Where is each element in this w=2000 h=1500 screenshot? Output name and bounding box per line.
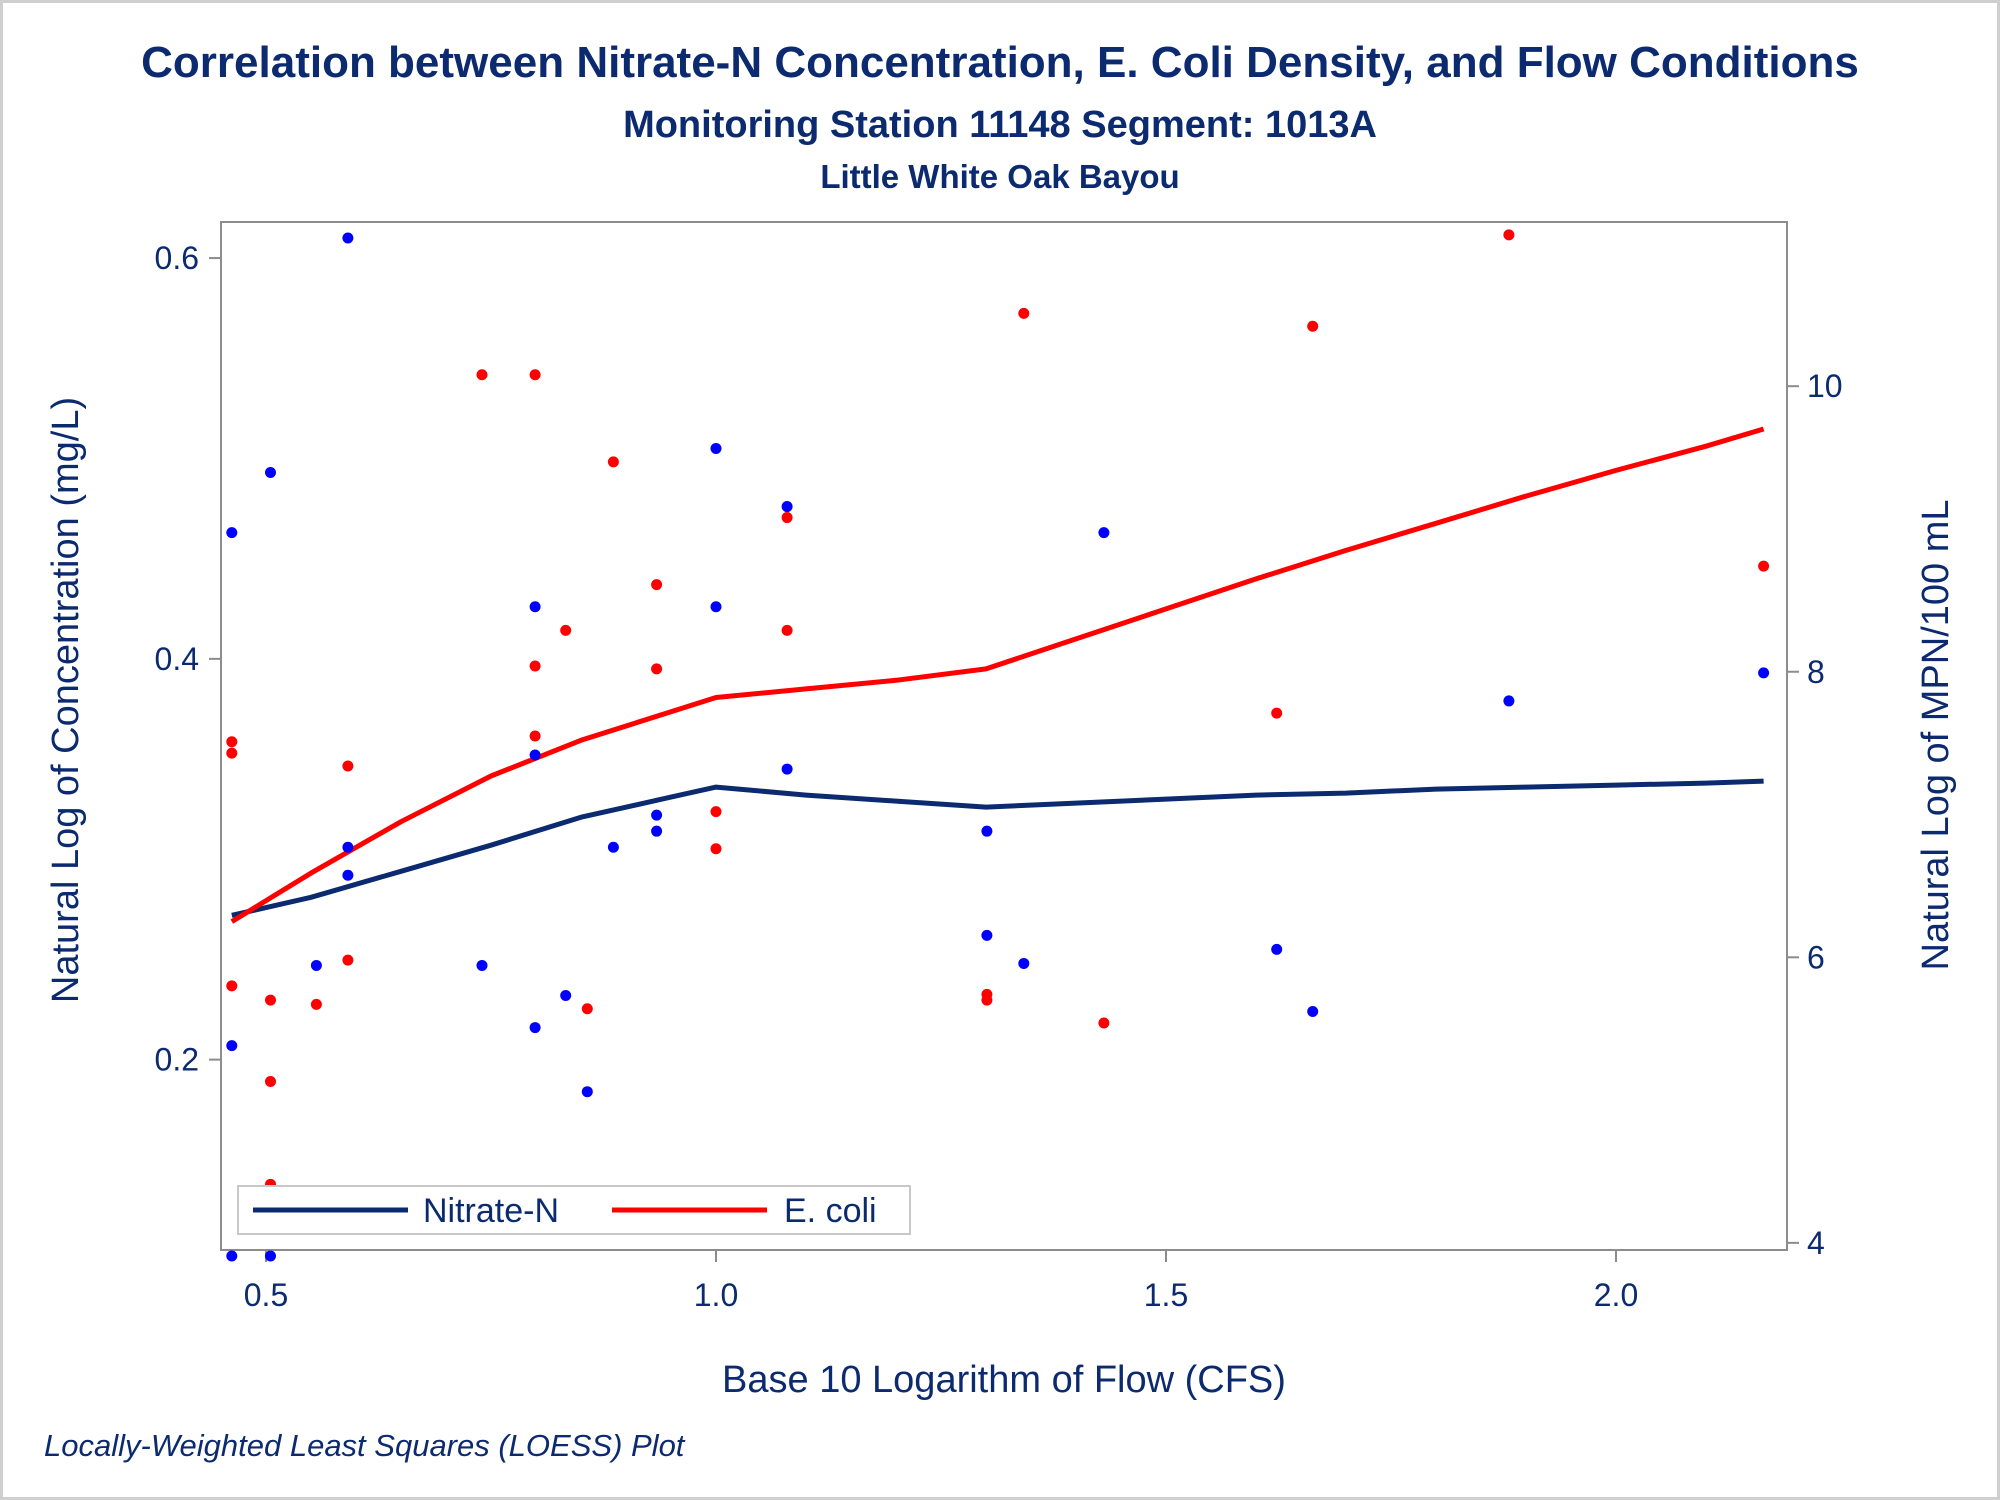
nitrate-point (607, 841, 619, 853)
nitrate-point (342, 232, 354, 244)
nitrate-point (265, 1250, 276, 1262)
y2-tick-label: 6 (1807, 939, 1825, 975)
y2-tick-label: 8 (1807, 654, 1825, 690)
ecoli-point (781, 624, 793, 636)
y-tick-label: 0.4 (155, 641, 199, 677)
nitrate-point (651, 809, 663, 821)
footnote: Locally-Weighted Least Squares (LOESS) P… (44, 1428, 685, 1463)
nitrate-point (529, 601, 541, 613)
nitrate-loess-line (231, 778, 1764, 918)
data-points (226, 229, 1770, 1262)
nitrate-point (981, 929, 993, 941)
nitrate-point (560, 990, 572, 1002)
nitrate-point (1503, 695, 1515, 707)
ecoli-point (226, 736, 238, 748)
nitrate-point (1758, 667, 1770, 679)
nitrate-point (710, 601, 722, 613)
x-tick-label: 2.0 (1594, 1277, 1638, 1313)
ecoli-point (1271, 707, 1283, 719)
x-tick-label: 1.0 (694, 1277, 738, 1313)
ecoli-point (529, 660, 541, 672)
nitrate-point (1271, 943, 1283, 955)
ecoli-point (342, 760, 354, 772)
ecoli-point (607, 456, 619, 468)
nitrate-point (710, 442, 722, 454)
legend-nitrate-label: Nitrate-N (423, 1192, 559, 1230)
ecoli-point (529, 730, 541, 742)
y2-tick-label: 10 (1807, 368, 1843, 404)
ecoli-point (476, 369, 488, 381)
loess-lines (230, 426, 1765, 924)
ecoli-point (1098, 1017, 1110, 1029)
ecoli-point (651, 579, 663, 591)
ecoli-point (581, 1003, 593, 1015)
plot-area (220, 221, 1788, 1251)
ecoli-point (265, 994, 276, 1006)
ecoli-point (310, 998, 322, 1010)
ecoli-point (710, 843, 722, 855)
nitrate-point (781, 501, 793, 513)
ecoli-loess-line (230, 426, 1765, 924)
ecoli-point (1758, 560, 1770, 572)
ecoli-point (981, 994, 993, 1006)
ecoli-point (1018, 307, 1030, 319)
nitrate-point (265, 466, 276, 478)
chart-subtitle: Monitoring Station 11148 Segment: 1013A (623, 104, 1377, 146)
ecoli-point (651, 663, 663, 675)
nitrate-point (226, 1250, 238, 1262)
nitrate-point (1307, 1006, 1319, 1018)
y2-axis-label: Natural Log of MPN/100 mL (1915, 499, 1957, 970)
ecoli-point (226, 980, 238, 992)
ecoli-point (560, 624, 572, 636)
nitrate-point (529, 749, 541, 761)
nitrate-point (529, 1022, 541, 1034)
y-tick-label: 0.2 (155, 1042, 199, 1078)
ecoli-point (265, 1076, 276, 1088)
x-tick-label: 0.5 (244, 1277, 288, 1313)
nitrate-point (310, 959, 322, 971)
nitrate-point (981, 825, 993, 837)
nitrate-point (342, 869, 354, 881)
y-axis-label: Natural Log of Concentration (mg/L) (45, 397, 87, 1003)
nitrate-point (342, 841, 354, 853)
x-axis-label: Base 10 Logarithm of Flow (CFS) (722, 1359, 1286, 1401)
y-axis-left: 0.2 0.4 0.6 (155, 240, 221, 1078)
x-tick-label: 1.5 (1144, 1277, 1188, 1313)
nitrate-point (1098, 527, 1110, 539)
chart-subtitle-location: Little White Oak Bayou (820, 158, 1180, 195)
nitrate-point (581, 1086, 593, 1098)
x-axis: 0.5 1.0 1.5 2.0 (244, 1250, 1638, 1313)
nitrate-point (1018, 957, 1030, 969)
nitrate-point (651, 825, 663, 837)
y-axis-right: 4 6 8 10 (1787, 368, 1843, 1261)
ecoli-point (781, 512, 793, 524)
ecoli-point (529, 369, 541, 381)
y2-tick-label: 4 (1807, 1225, 1825, 1261)
chart-title: Correlation between Nitrate-N Concentrat… (141, 38, 1859, 87)
nitrate-point (781, 763, 793, 775)
ecoli-point (342, 954, 354, 966)
ecoli-point (710, 806, 722, 818)
nitrate-point (226, 1040, 238, 1052)
ecoli-point (1503, 229, 1515, 241)
nitrate-point (226, 527, 238, 539)
nitrate-point (476, 959, 488, 971)
y-tick-label: 0.6 (155, 240, 199, 276)
legend: Nitrate-N E. coli (237, 1185, 911, 1235)
ecoli-point (1307, 320, 1319, 332)
legend-ecoli-label: E. coli (784, 1192, 877, 1230)
ecoli-point (226, 747, 238, 759)
